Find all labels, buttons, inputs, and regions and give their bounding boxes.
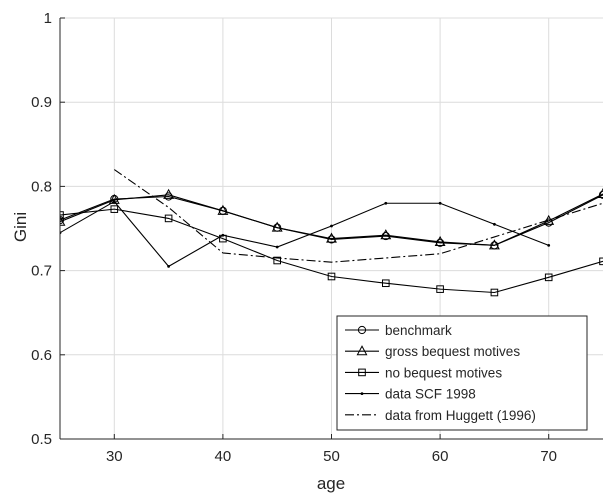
data-point: [327, 272, 336, 281]
legend-item: data SCF 1998: [345, 387, 476, 402]
data-point: [434, 235, 446, 246]
data-point: [60, 215, 66, 226]
axes: [59, 17, 603, 440]
legend-box: [336, 315, 588, 431]
series-4: [113, 169, 603, 263]
data-point: [547, 243, 551, 247]
legend-label: benchmark: [385, 323, 452, 338]
legend-item: no bequest motives: [345, 365, 502, 380]
series-line: [60, 200, 549, 268]
data-point: [493, 222, 496, 226]
legend-label: data SCF 1998: [385, 387, 476, 402]
x-tick-label: 60: [432, 448, 449, 465]
data-point: [438, 201, 442, 205]
y-tick-label: 0.8: [31, 178, 52, 195]
data-point: [221, 233, 225, 237]
data-point: [326, 232, 337, 243]
y-tick-label: 0.5: [31, 431, 52, 448]
data-point: [544, 273, 553, 282]
x-tick-label: 70: [540, 448, 557, 465]
series-line: [60, 208, 603, 294]
y-tick-label: 0.9: [31, 94, 52, 111]
legend: benchmark gross bequest motives no bequest…: [336, 315, 588, 431]
y-axis-label: Gini: [11, 212, 30, 242]
data-point: [488, 239, 500, 250]
data-point: [436, 285, 444, 293]
series-line: [60, 193, 603, 246]
legend-item: gross bequest motives: [345, 344, 520, 359]
data-point: [543, 214, 555, 225]
data-point: [490, 288, 499, 297]
data-point: [599, 257, 603, 266]
legend-label: no bequest motives: [385, 365, 502, 380]
data-point: [384, 201, 388, 205]
data-point: [597, 187, 603, 198]
x-tick-label: 50: [323, 448, 340, 465]
series-1: [60, 187, 603, 250]
data-point: [217, 204, 229, 215]
data-point: [380, 229, 392, 240]
data-point: [275, 245, 279, 249]
legend-item: data from Huggett (1996): [345, 408, 536, 423]
tick-labels: 30 40 50 60 70 0.5 0.6 0.7 0.8 0.9 1: [31, 10, 557, 465]
data-point: [108, 193, 120, 204]
series-3: [60, 200, 551, 268]
legend-marker: [360, 392, 364, 395]
series-layer: [60, 169, 603, 297]
data-point: [167, 264, 171, 268]
data-point: [271, 221, 283, 232]
data-point: [110, 205, 119, 213]
legend-item: benchmark: [345, 323, 452, 338]
x-tick-label: 40: [215, 448, 232, 465]
data-point: [164, 214, 173, 223]
data-point: [163, 188, 175, 199]
data-point: [382, 279, 390, 288]
data-point: [330, 224, 333, 228]
legend-marker: [356, 345, 368, 356]
legend-label: gross bequest motives: [385, 344, 520, 359]
x-tick-label: 30: [106, 448, 123, 465]
legend-label: data from Huggett (1996): [385, 408, 536, 423]
x-axis-label: age: [317, 474, 345, 493]
legend-marker: [358, 368, 366, 377]
data-point: [273, 256, 281, 265]
y-tick-label: 1: [44, 10, 52, 27]
y-tick-label: 0.7: [31, 263, 52, 280]
legend-marker: [357, 325, 367, 335]
y-tick-label: 0.6: [31, 347, 52, 364]
series-line: [113, 169, 603, 263]
series-0: [60, 190, 603, 250]
data-point: [112, 200, 116, 203]
series-2: [60, 205, 603, 297]
